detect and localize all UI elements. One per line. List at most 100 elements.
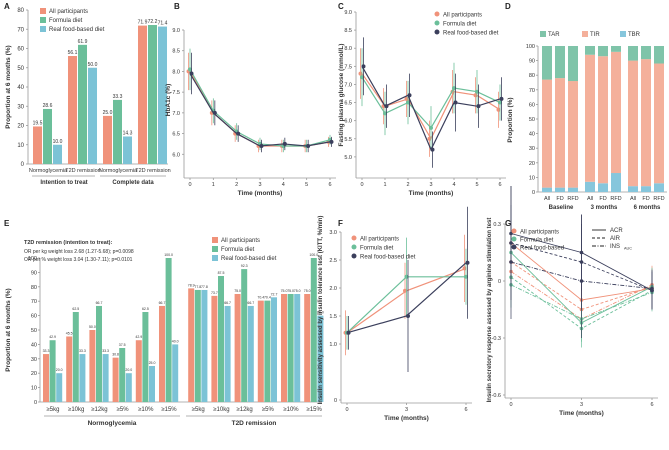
panel-b-x-tick-label: 2 xyxy=(235,182,238,188)
panel-b-x-tick-label: 4 xyxy=(282,182,285,188)
panel-g-point xyxy=(509,260,513,264)
panel-d-bar-segment xyxy=(542,79,552,188)
panel-e-bar xyxy=(224,305,231,402)
panel-e-bar xyxy=(79,354,86,402)
panel-f-legend-label: Real food-based diet xyxy=(360,255,416,261)
panel-c-x-label: Time (months) xyxy=(409,190,454,197)
panel-a-legend-swatch xyxy=(40,26,46,32)
panel-f-legend-label: Formula diet xyxy=(360,246,394,252)
panel-d-bar-label: FD xyxy=(642,196,649,202)
panel-g-legend2-label: INS xyxy=(610,244,620,250)
panel-d-legend-label: TBR xyxy=(628,32,641,38)
panel-e-bar-label: 66.7 xyxy=(159,301,166,305)
panel-d-bar-label: All xyxy=(587,196,593,202)
panel-d-bar-segment xyxy=(555,46,565,79)
panel-b-x-tick-label: 5 xyxy=(305,182,308,188)
panel-f-point xyxy=(346,330,351,335)
panel-d-bar-segment xyxy=(598,56,608,184)
panel-e-bar xyxy=(194,289,201,402)
panel-e-bar-label: 75.0 xyxy=(294,289,301,293)
panel-b-series-line xyxy=(189,73,331,147)
panel-d-bar-label: FD xyxy=(599,196,606,202)
panel-a-bar-label: 10.0 xyxy=(53,139,63,145)
panel-e-category-label: ≥10kg xyxy=(213,407,229,413)
panel-e-bar xyxy=(66,336,73,402)
panel-d-bar-label: RFD xyxy=(653,196,664,202)
panel-e-bar xyxy=(211,295,218,402)
panel-e-y-tick-label: 90 xyxy=(31,270,37,276)
panel-d-bar-segment xyxy=(654,46,664,64)
panel-a-bar xyxy=(103,115,112,164)
panel-b-series-line xyxy=(189,69,331,147)
panel-c-x-tick-label: 0 xyxy=(360,182,363,188)
panel-d-legend-swatch xyxy=(620,31,626,37)
panel-d-bar-segment xyxy=(654,63,664,184)
panel-g-legend-marker xyxy=(511,236,517,242)
panel-e-bar-label: 40.0 xyxy=(172,339,179,343)
panel-e-bar xyxy=(310,258,317,402)
panel-d-bar-segment xyxy=(568,187,578,192)
panel-e-bar xyxy=(89,330,96,402)
panel-d-bar-segment xyxy=(585,46,595,55)
panel-a-y-tick-label: 70 xyxy=(17,27,24,33)
panel-g-legend2-sub: AUC xyxy=(624,247,632,251)
panel-d-legend-label: TIR xyxy=(590,32,600,38)
panel-a-legend-label: Formula diet xyxy=(49,18,83,24)
panel-d-y-tick-label: 70 xyxy=(529,88,535,94)
panel-a-bar xyxy=(138,25,147,165)
panel-b-point xyxy=(212,110,217,115)
panel-e-bar-label: 20.0 xyxy=(125,368,132,372)
panel-e-bar xyxy=(119,348,126,402)
panel-d-legend-swatch xyxy=(582,31,588,37)
panel-b-x-label: Time (months) xyxy=(238,190,283,197)
panel-e-bar xyxy=(271,297,277,402)
panel-e-bar-label: 70.4 xyxy=(257,296,264,300)
panel-c-y-tick-label: 5.0 xyxy=(344,155,352,161)
panel-e-bar-label: 66.7 xyxy=(96,301,103,305)
panel-b-y-label: HbA1c (%) xyxy=(165,84,172,117)
panel-d-bar-segment xyxy=(542,46,552,80)
panel-b-x-tick-label: 3 xyxy=(258,182,261,188)
panel-e-y-tick-label: 40 xyxy=(31,342,37,348)
panel-e-bar xyxy=(304,294,311,402)
panel-d-bar-label: All xyxy=(630,196,636,202)
panel-e-bar xyxy=(125,373,132,402)
panel-e-bar xyxy=(234,294,241,402)
panel-a-bar-label: 19.5 xyxy=(33,120,43,126)
panel-letter-D: D xyxy=(505,2,511,11)
panel-e-bar-label: 30.8 xyxy=(112,353,119,357)
panel-d-bar-segment xyxy=(585,181,595,192)
panel-g-point xyxy=(650,286,654,291)
panel-e-bar xyxy=(72,312,79,402)
panel-g-series-line xyxy=(510,271,653,320)
panel-d-group-label: Baseline xyxy=(549,205,574,211)
panel-d-bar-segment xyxy=(568,81,578,188)
panel-c-point xyxy=(361,64,366,69)
panel-e-bar-label: 75.0 xyxy=(304,289,311,293)
panel-b-x-tick-label: 1 xyxy=(212,182,215,188)
panel-g-legend-label: Formula diet xyxy=(520,238,554,244)
panel-a-bar xyxy=(123,136,132,164)
panel-e-bar xyxy=(56,373,63,402)
panel-d-bar-segment xyxy=(598,46,608,57)
panel-a-bar xyxy=(88,67,97,164)
panel-e-bar xyxy=(218,276,224,402)
panel-e-bar-label: 45.5 xyxy=(66,331,73,335)
panel-e-bar-label: 42.9 xyxy=(49,335,56,339)
panel-e-category-label: ≥10% xyxy=(283,407,299,413)
panel-b-point xyxy=(189,71,194,76)
panel-d-group-label: 3 months xyxy=(591,205,618,211)
panel-d-bar-segment xyxy=(641,186,651,192)
panel-f-x-label: Time (months) xyxy=(384,415,429,422)
panel-e-bar xyxy=(96,305,102,402)
panel-e-bar-label: 87.5 xyxy=(218,271,225,275)
panel-d-bar-segment xyxy=(611,46,621,52)
panel-e-bar xyxy=(247,305,254,402)
panel-d-bar-segment xyxy=(611,51,621,174)
panel-g-y-label: Insulin secretory response assessed by a… xyxy=(487,218,493,403)
panel-f-y-tick-label: 0 xyxy=(334,398,337,404)
panel-d-bar-segment xyxy=(585,54,595,182)
panel-g-point xyxy=(579,279,584,283)
panel-d-legend-swatch xyxy=(540,31,546,37)
panel-c-y-tick-label: 5.5 xyxy=(344,137,352,143)
